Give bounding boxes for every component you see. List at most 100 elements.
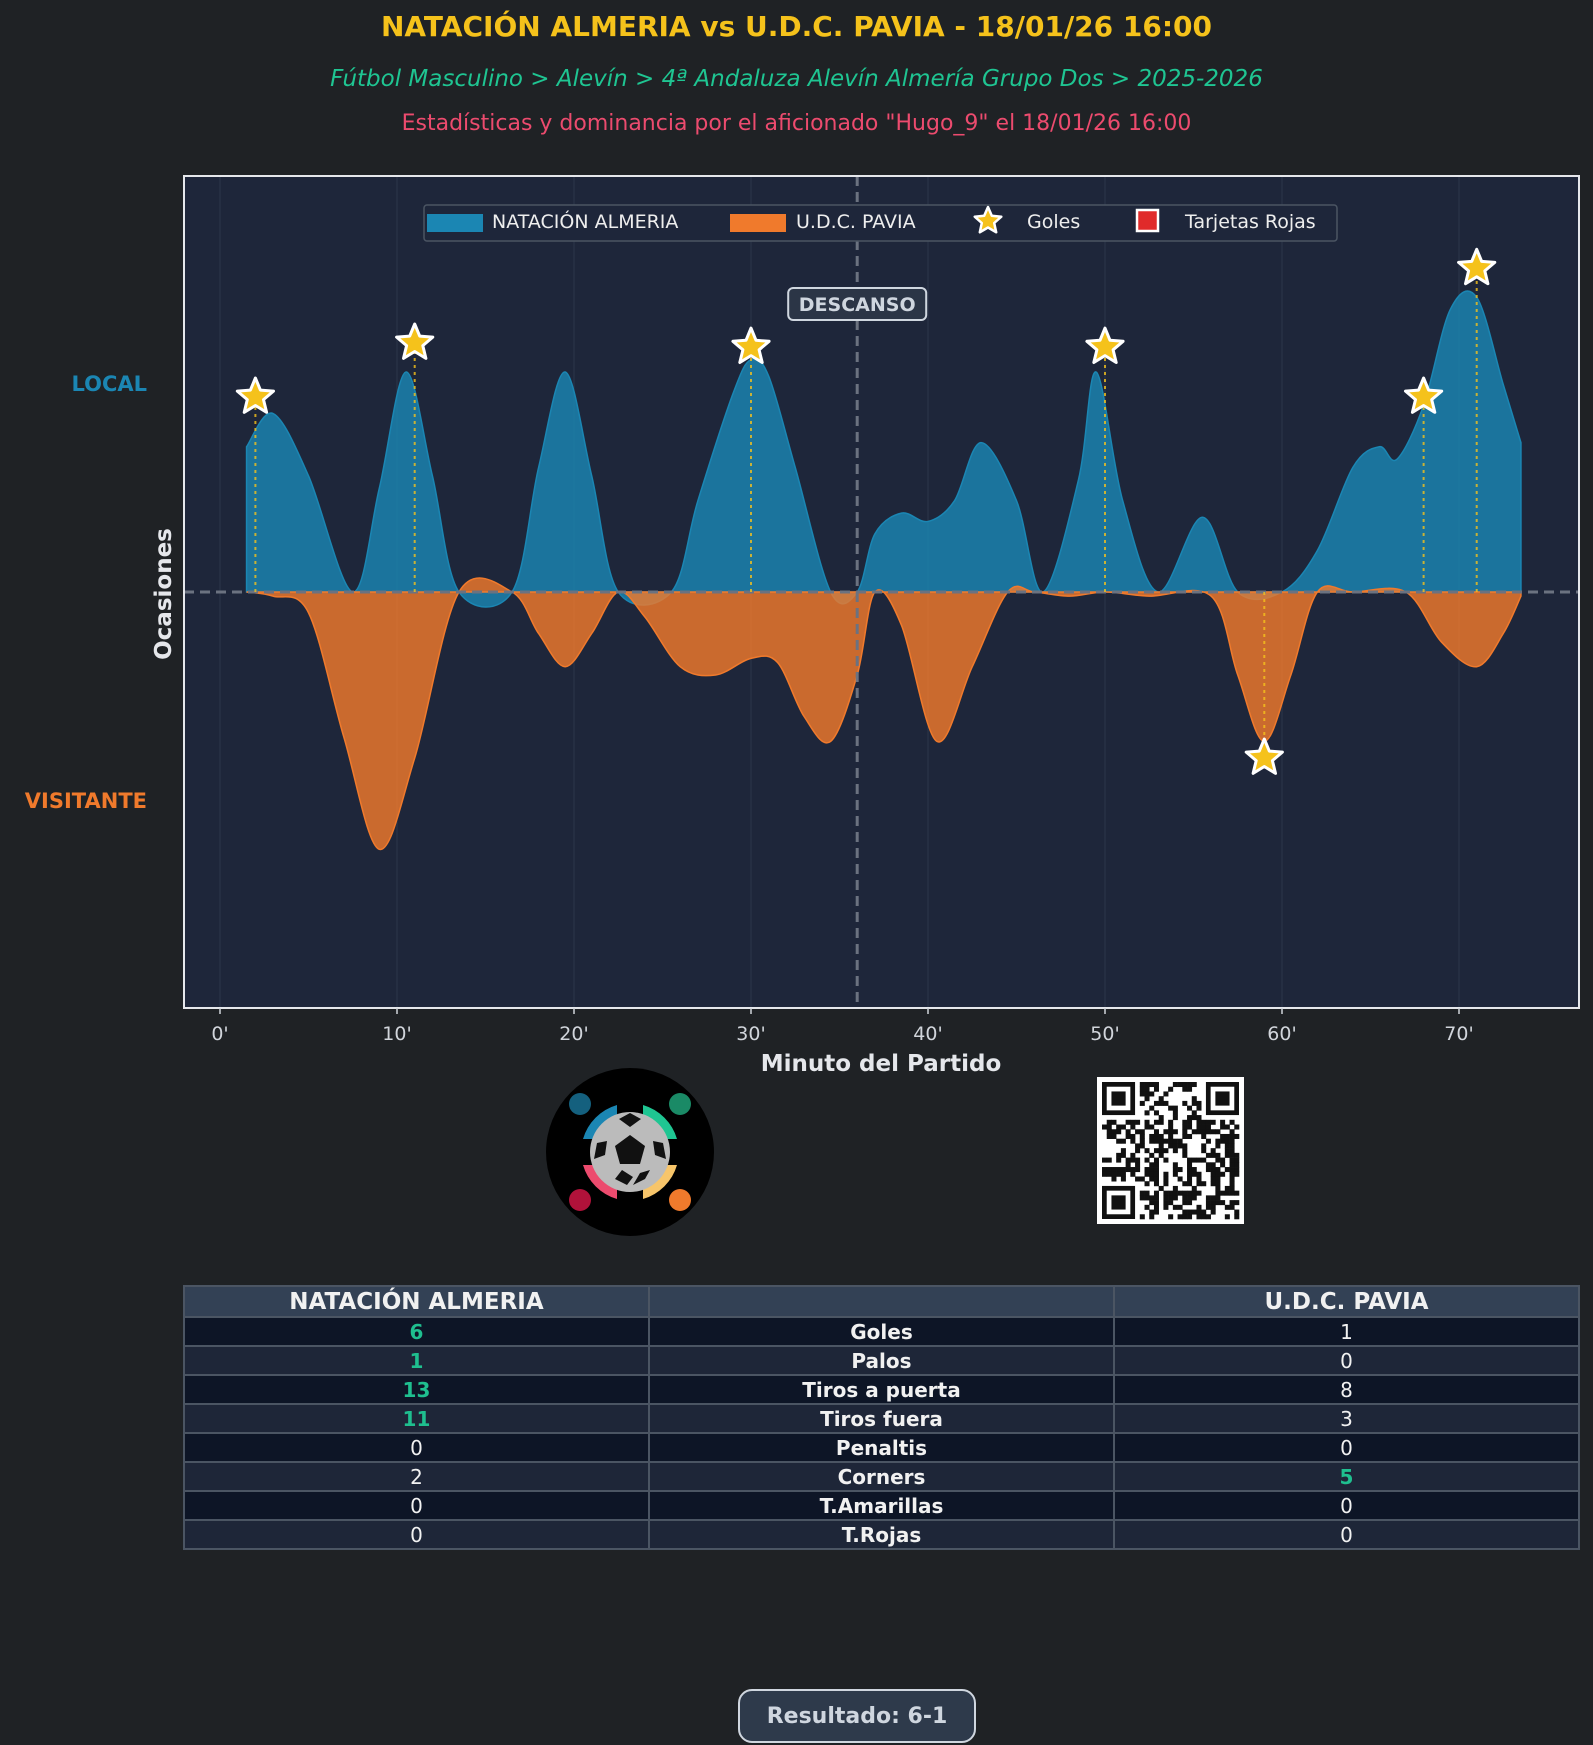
qr-module bbox=[1196, 1129, 1202, 1135]
qr-module bbox=[1224, 1167, 1230, 1173]
qr-module bbox=[1163, 1148, 1169, 1154]
qr-module bbox=[1168, 1133, 1174, 1139]
qr-module bbox=[1163, 1190, 1169, 1196]
home-stat-value: 11 bbox=[183, 1403, 650, 1434]
qr-module bbox=[1196, 1115, 1202, 1121]
x-tick-label: 70' bbox=[1444, 1023, 1473, 1045]
qr-module bbox=[1149, 1209, 1155, 1215]
qr-module bbox=[1210, 1167, 1216, 1173]
qr-module bbox=[1201, 1133, 1207, 1139]
home-stat-value: 6 bbox=[183, 1316, 650, 1347]
x-tick-label: 40' bbox=[913, 1023, 942, 1045]
qr-module bbox=[1182, 1129, 1188, 1135]
qr-module bbox=[1172, 1185, 1178, 1191]
qr-module bbox=[1139, 1082, 1145, 1088]
qr-module bbox=[1187, 1190, 1193, 1196]
qr-module bbox=[1201, 1129, 1207, 1135]
x-tick-label: 30' bbox=[736, 1023, 765, 1045]
qr-module bbox=[1168, 1190, 1174, 1196]
qr-module bbox=[1139, 1133, 1145, 1139]
qr-module bbox=[1224, 1152, 1230, 1158]
qr-module bbox=[1144, 1167, 1150, 1173]
qr-module bbox=[1153, 1138, 1159, 1144]
qr-module bbox=[1229, 1176, 1235, 1182]
qr-module bbox=[1210, 1204, 1216, 1210]
qr-module bbox=[1215, 1138, 1221, 1144]
qr-module bbox=[1153, 1082, 1159, 1088]
home-team-header: NATACIÓN ALMERIA bbox=[183, 1285, 650, 1318]
legend-away-swatch bbox=[730, 214, 786, 232]
qr-module bbox=[1234, 1214, 1240, 1220]
qr-module bbox=[1172, 1195, 1178, 1201]
qr-module bbox=[1111, 1167, 1117, 1173]
qr-module bbox=[1139, 1091, 1145, 1097]
qr-module bbox=[1187, 1195, 1193, 1201]
qr-module bbox=[1139, 1190, 1145, 1196]
stat-label: Tiros a puerta bbox=[647, 1374, 1116, 1405]
qr-module bbox=[1191, 1096, 1197, 1102]
qr-module bbox=[1220, 1119, 1226, 1125]
qr-module bbox=[1120, 1176, 1126, 1182]
qr-module bbox=[1172, 1110, 1178, 1116]
legend-goal-star-icon bbox=[973, 205, 1003, 234]
home-stat-value: 0 bbox=[183, 1432, 650, 1463]
qr-module bbox=[1153, 1209, 1159, 1215]
qr-module bbox=[1215, 1171, 1221, 1177]
qr-module bbox=[1234, 1157, 1240, 1163]
stats-table: NATACIÓN ALMERIA U.D.C. PAVIA 6 Goles 1 1 Pa… bbox=[183, 1285, 1580, 1550]
qr-module bbox=[1215, 1190, 1221, 1196]
qr-module bbox=[1187, 1171, 1193, 1177]
away-stat-value: 0 bbox=[1113, 1490, 1580, 1521]
qr-module bbox=[1182, 1086, 1188, 1092]
qr-module bbox=[1116, 1152, 1122, 1158]
qr-module bbox=[1224, 1214, 1230, 1220]
qr-module bbox=[1163, 1157, 1169, 1163]
qr-module bbox=[1220, 1157, 1226, 1163]
qr-module bbox=[1210, 1148, 1216, 1154]
qr-module bbox=[1153, 1086, 1159, 1092]
qr-module bbox=[1196, 1176, 1202, 1182]
qr-module bbox=[1201, 1209, 1207, 1215]
qr-module bbox=[1182, 1152, 1188, 1158]
qr-module bbox=[1168, 1143, 1174, 1149]
qr-module bbox=[1153, 1181, 1159, 1187]
qr-module bbox=[1153, 1110, 1159, 1116]
stat-label: Goles bbox=[647, 1316, 1116, 1347]
qr-module bbox=[1163, 1181, 1169, 1187]
qr-module bbox=[1153, 1204, 1159, 1210]
legend-home-swatch bbox=[427, 214, 483, 232]
table-row: 0 T.Amarillas 0 bbox=[183, 1490, 1580, 1521]
qr-module bbox=[1215, 1129, 1221, 1135]
qr-module bbox=[1229, 1185, 1235, 1191]
x-tick-label: 0' bbox=[211, 1023, 228, 1045]
qr-module bbox=[1210, 1162, 1216, 1168]
qr-module bbox=[1191, 1209, 1197, 1215]
qr-module bbox=[1168, 1200, 1174, 1206]
qr-module bbox=[1139, 1129, 1145, 1135]
qr-module bbox=[1149, 1133, 1155, 1139]
goal-star-icon bbox=[1244, 737, 1284, 775]
qr-module bbox=[1139, 1176, 1145, 1182]
qr-module bbox=[1172, 1190, 1178, 1196]
qr-module bbox=[1172, 1204, 1178, 1210]
stat-label: Corners bbox=[647, 1461, 1116, 1492]
qr-module bbox=[1163, 1171, 1169, 1177]
stat-label: Tiros fuera bbox=[647, 1403, 1116, 1434]
qr-module bbox=[1106, 1133, 1112, 1139]
qr-module bbox=[1168, 1119, 1174, 1125]
qr-module bbox=[1229, 1133, 1235, 1139]
qr-module bbox=[1205, 1129, 1211, 1135]
qr-module bbox=[1220, 1171, 1226, 1177]
qr-module bbox=[1149, 1124, 1155, 1130]
qr-module bbox=[1191, 1082, 1197, 1088]
qr-module bbox=[1220, 1124, 1226, 1130]
x-tick-label: 50' bbox=[1090, 1023, 1119, 1045]
qr-module bbox=[1229, 1171, 1235, 1177]
qr-module bbox=[1153, 1162, 1159, 1168]
qr-module bbox=[1111, 1119, 1117, 1125]
qr-module bbox=[1111, 1171, 1117, 1177]
qr-module bbox=[1201, 1157, 1207, 1163]
stat-label: Palos bbox=[647, 1345, 1116, 1376]
qr-module bbox=[1163, 1129, 1169, 1135]
away-stat-value: 0 bbox=[1113, 1432, 1580, 1463]
